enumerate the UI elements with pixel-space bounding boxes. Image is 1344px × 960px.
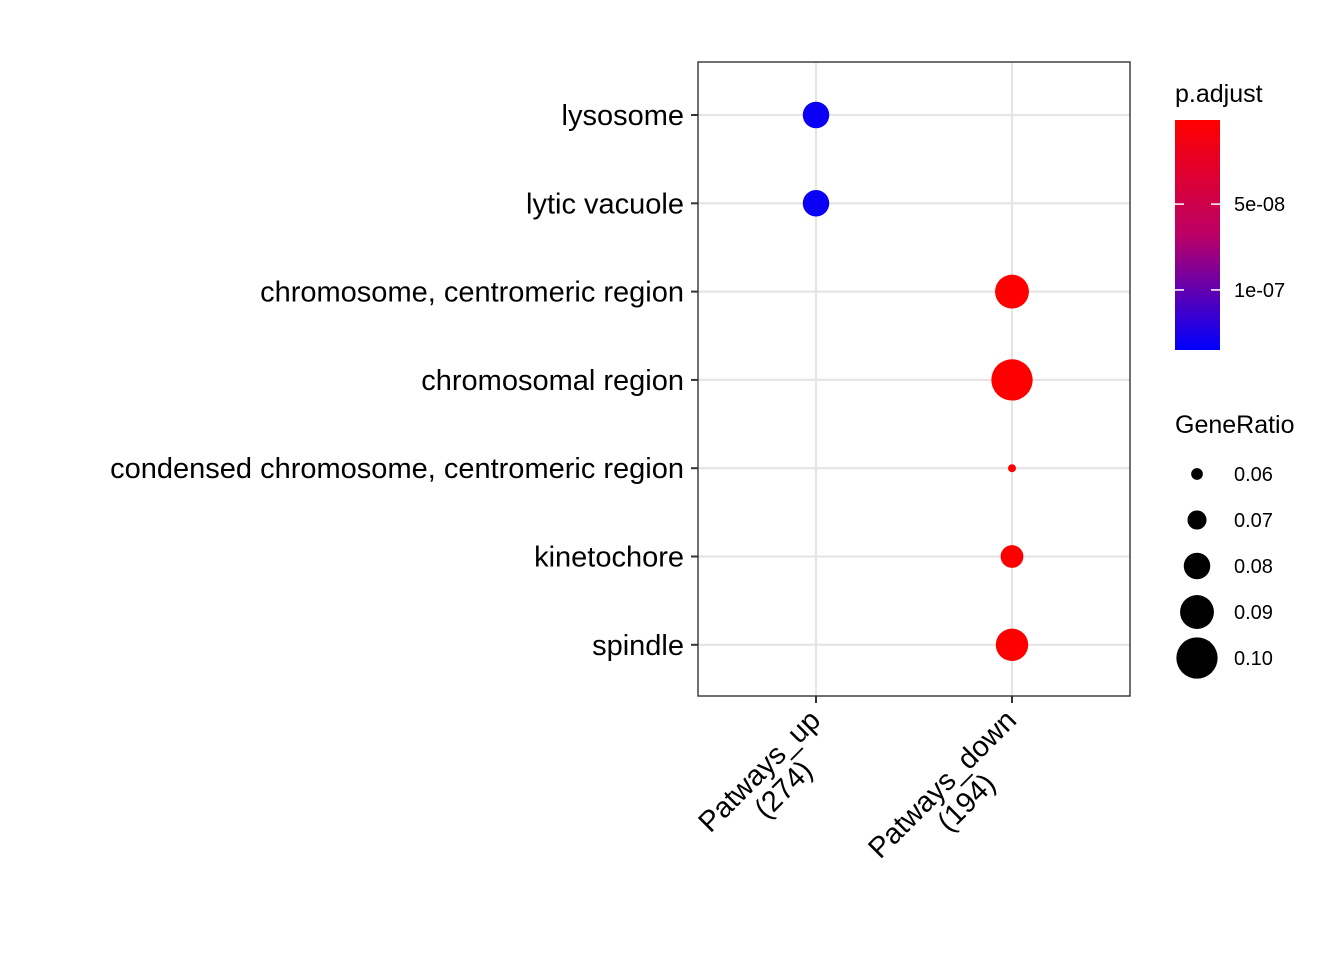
size-legend-title: GeneRatio	[1175, 411, 1295, 439]
y-tick-label: chromosomal region	[421, 365, 684, 397]
y-tick-label: lytic vacuole	[526, 188, 684, 220]
size-legend-label: 0.09	[1234, 602, 1273, 624]
legend: p.adjust 5e-08 1e-07 GeneRatio 0.06 0.07 0.…	[1175, 80, 1295, 679]
y-tick-label: chromosome, centromeric region	[260, 277, 684, 309]
color-legend-title: p.adjust	[1175, 80, 1263, 108]
x-tick-label: Patways_up(274)	[693, 704, 827, 838]
y-tick-label: kinetochore	[534, 542, 684, 574]
size-legend-label: 0.10	[1234, 648, 1273, 670]
data-point	[1008, 464, 1016, 473]
data-point	[1000, 545, 1024, 568]
data-point	[995, 274, 1029, 309]
size-legend-key	[1191, 468, 1203, 480]
x-axis: Patways_up(274) Patways_down(194)	[693, 696, 1023, 865]
x-tick-label: Patways_down(194)	[862, 704, 1023, 865]
data-point	[802, 190, 830, 217]
y-axis: lysosome lytic vacuole chromosome, centrom…	[110, 100, 698, 662]
y-tick-label: spindle	[592, 630, 684, 662]
size-legend-label: 0.06	[1234, 464, 1273, 486]
color-legend-label: 1e-07	[1234, 280, 1285, 302]
y-tick-label: condensed chromosome, centromeric region	[110, 453, 684, 485]
data-point	[991, 359, 1033, 401]
size-legend-key	[1187, 510, 1207, 530]
data-point	[802, 101, 830, 129]
color-legend-bar	[1175, 120, 1220, 350]
size-legend-label: 0.08	[1234, 556, 1273, 578]
size-legend-key	[1180, 595, 1214, 629]
x-tick-label-line1: Patways_down	[862, 704, 1023, 865]
size-legend-label: 0.07	[1234, 510, 1273, 532]
grid-lines	[698, 62, 1130, 696]
y-tick-label: lysosome	[562, 100, 685, 132]
data-point	[995, 628, 1029, 662]
color-legend-label: 5e-08	[1234, 194, 1285, 216]
data-points	[802, 101, 1033, 662]
size-legend-key	[1176, 637, 1218, 679]
size-legend-key	[1183, 552, 1211, 580]
